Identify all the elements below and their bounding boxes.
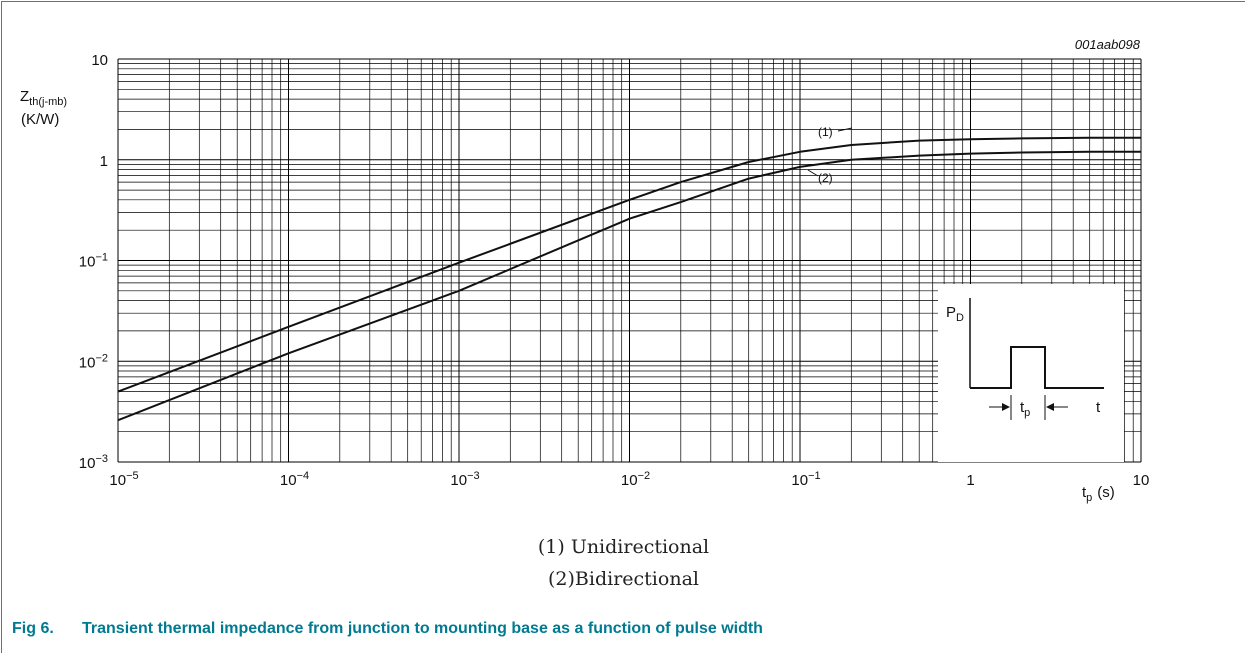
inset-tp-sub: p: [1024, 407, 1030, 419]
inset-pd-main: P: [946, 304, 956, 321]
inset-left-arrowhead: [1002, 403, 1010, 411]
y-tick-label: 10−3: [79, 453, 108, 472]
y-tick-label: 10−1: [79, 252, 108, 271]
series-2-label: (2): [818, 171, 833, 185]
y-axis-label-sub: th(j-mb): [29, 96, 67, 108]
inset-tp-label: tp: [1020, 399, 1030, 419]
x-tick-label: 10−5: [109, 470, 138, 489]
figure-code: 001aab098: [1075, 37, 1141, 52]
inset-pd-label: PD: [946, 304, 964, 324]
inset-tp-main: t: [1020, 399, 1025, 416]
grid-lines: [117, 58, 1142, 463]
series-1-line: [117, 136, 1141, 393]
x-axis-label-sub: p: [1086, 492, 1092, 504]
x-axis-label-main: t: [1082, 484, 1087, 501]
y-axis-label: Zth(j-mb): [20, 88, 67, 108]
curves: [117, 136, 1141, 422]
inset-pulse: [970, 346, 1104, 389]
x-tick-label: 10−2: [621, 470, 650, 489]
thermal-impedance-chart: 10−5 10−4 10−3 10−2 10−1 1 10 10−3 10−2 10−1 1 10 0…: [20, 37, 1150, 504]
series-1-leader: [837, 127, 853, 132]
y-tick-label: 1: [100, 153, 108, 170]
series-2-label-group: (2): [807, 169, 833, 185]
legend-unidirectional: (1) Unidirectional: [537, 536, 710, 558]
caption-text: Transient thermal impedance from junctio…: [82, 620, 763, 637]
x-tick-label: 10−3: [450, 470, 479, 489]
series-2-line: [117, 150, 1141, 422]
y-axis-unit: (K/W): [21, 111, 59, 128]
pulse-inset: PD tp t: [938, 284, 1124, 462]
legend-bidirectional: (2)Bidirectional: [548, 568, 699, 590]
y-axis-label-main: Z: [20, 88, 29, 105]
series-2-leader: [807, 169, 819, 177]
x-tick-label: 10−4: [280, 470, 309, 489]
y-tick-label: 10−2: [79, 352, 108, 371]
inset-right-arrowhead: [1046, 403, 1054, 411]
x-axis-label: tp (s): [1082, 484, 1115, 504]
inset-pd-sub: D: [956, 312, 964, 324]
caption-number: Fig 6.: [12, 620, 54, 637]
series-1-label-group: (1): [818, 125, 853, 139]
x-tick-label: 1: [966, 472, 974, 489]
figure-caption: Fig 6. Transient thermal impedance from j…: [12, 620, 763, 638]
tick-labels: 10−5 10−4 10−3 10−2 10−1 1 10 10−3 10−2 10−1 1 10: [79, 52, 1150, 489]
series-1-label: (1): [818, 125, 833, 139]
inset-t-label: t: [1096, 399, 1101, 416]
x-axis-label-unit: (s): [1097, 484, 1115, 501]
inset-background: [938, 284, 1124, 462]
x-tick-label: 10: [1133, 472, 1150, 489]
x-tick-label: 10−1: [791, 470, 820, 489]
y-tick-label: 10: [91, 52, 108, 69]
